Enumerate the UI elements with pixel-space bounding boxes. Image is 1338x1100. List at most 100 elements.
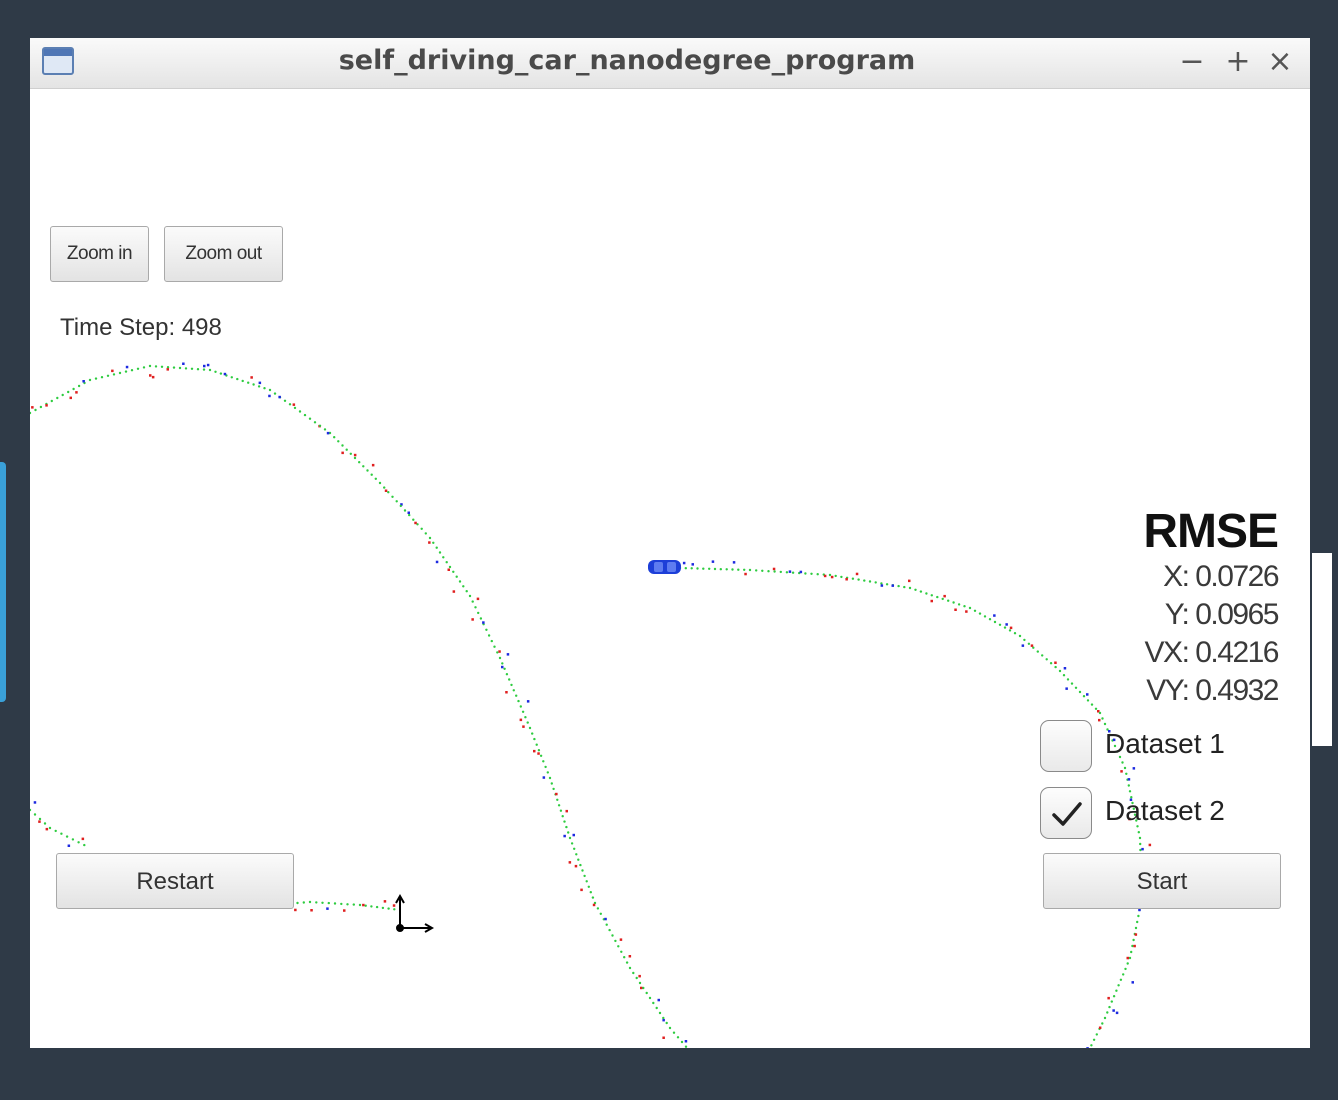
lidar-measurement [1128, 817, 1131, 821]
ground-truth-point [1041, 654, 1044, 657]
ground-truth-point [263, 387, 266, 390]
ground-truth-point [851, 577, 855, 580]
lidar-measurement [1148, 843, 1152, 847]
desktop-edge-panel [1312, 553, 1332, 746]
ground-truth-point [810, 572, 813, 575]
ground-truth-point [655, 1006, 658, 1010]
ground-truth-point [67, 390, 70, 394]
ground-truth-point [468, 594, 472, 598]
ground-truth-point [148, 364, 152, 368]
lidar-measurement [31, 406, 34, 409]
radar-measurement [1063, 667, 1067, 670]
ground-truth-point [914, 588, 917, 591]
ground-truth-point [178, 366, 182, 370]
ground-truth-point [510, 683, 513, 687]
ground-truth-point [568, 836, 572, 840]
ground-truth-point [1122, 973, 1125, 976]
ground-truth-point [968, 606, 972, 610]
ground-truth-point [412, 518, 415, 521]
ground-truth-point [160, 365, 164, 368]
ground-truth-point [196, 368, 200, 371]
ground-truth-point [1127, 784, 1131, 787]
ground-truth-point [1108, 733, 1112, 737]
radar-measurement [125, 365, 129, 369]
ground-truth-point [1110, 1000, 1114, 1003]
radar-measurement [657, 998, 660, 1002]
ground-truth-point [341, 444, 344, 447]
lidar-measurement [1134, 933, 1138, 936]
ground-truth-point [528, 726, 532, 730]
ground-truth-point [963, 605, 966, 608]
ground-truth-point [321, 901, 324, 904]
lidar-measurement [353, 453, 357, 457]
ground-truth-point [550, 782, 553, 785]
lidar-measurement [830, 575, 834, 579]
radar-measurement [268, 394, 271, 398]
radar-measurement [1005, 623, 1008, 626]
ground-truth-point [581, 869, 584, 872]
ground-truth-point [1062, 674, 1066, 677]
ground-truth-point [30, 411, 32, 415]
ground-truth-point [925, 592, 928, 595]
ground-truth-point [399, 504, 402, 508]
title-bar[interactable]: self_driving_car_nanodegree_program − + … [30, 38, 1310, 89]
lidar-measurement [383, 900, 387, 903]
ground-truth-point [381, 906, 385, 910]
radar-measurement [799, 570, 803, 574]
lidar-measurement [292, 403, 296, 406]
dataset-1-checkbox[interactable] [1040, 720, 1092, 772]
zoom-out-button[interactable]: Zoom out [164, 226, 283, 282]
ground-truth-point [48, 826, 52, 830]
minimize-button[interactable]: − [1179, 44, 1205, 79]
ground-truth-point [1086, 699, 1090, 702]
ground-truth-point [268, 388, 272, 392]
ground-truth-point [1049, 662, 1053, 665]
radar-measurement [1132, 767, 1136, 770]
ground-truth-point [393, 908, 396, 911]
ground-truth-point [154, 365, 158, 368]
ground-truth-point [83, 843, 86, 847]
ground-truth-point [804, 572, 807, 575]
ground-truth-point [33, 813, 37, 816]
rmse-title: RMSE [1143, 505, 1279, 558]
ground-truth-point [1119, 978, 1123, 981]
lidar-measurement [580, 888, 583, 892]
lidar-measurement [81, 837, 85, 841]
ground-truth-point [72, 387, 75, 391]
ground-truth-point [296, 901, 299, 905]
ground-truth-point [537, 749, 541, 752]
ground-truth-point [184, 367, 188, 370]
ground-truth-point [172, 366, 176, 369]
ground-truth-point [617, 945, 620, 948]
close-button[interactable]: × [1267, 44, 1293, 79]
simulator-window: self_driving_car_nanodegree_program − + … [30, 38, 1310, 1048]
ground-truth-point [1023, 638, 1026, 642]
ground-truth-point [524, 716, 527, 719]
ground-truth-point [432, 541, 435, 544]
lidar-measurement [555, 792, 558, 796]
zoom-in-button[interactable]: Zoom in [50, 226, 149, 282]
dataset-2-checkbox[interactable] [1040, 787, 1092, 839]
ground-truth-point [387, 907, 390, 910]
ground-truth-point [387, 491, 390, 494]
ground-truth-point [1032, 646, 1035, 649]
ground-truth-point [364, 904, 367, 907]
lidar-measurement [505, 691, 508, 694]
start-button[interactable]: Start [1043, 853, 1281, 909]
maximize-button[interactable]: + [1225, 44, 1251, 79]
ground-truth-point [383, 486, 386, 489]
ground-truth-point [465, 590, 468, 593]
lidar-measurement [452, 590, 456, 593]
ground-truth-point [487, 634, 491, 637]
ground-truth-point [973, 609, 977, 612]
restart-button[interactable]: Restart [56, 853, 294, 909]
ground-truth-point [1121, 761, 1124, 764]
ground-truth-point [1095, 1033, 1099, 1036]
lidar-measurement [930, 599, 933, 603]
ground-truth-point [448, 565, 452, 569]
ground-truth-point [1036, 650, 1039, 653]
lidar-measurement [628, 955, 632, 958]
lidar-measurement [638, 974, 641, 978]
ground-truth-point [333, 436, 336, 439]
ground-truth-point [442, 556, 445, 559]
